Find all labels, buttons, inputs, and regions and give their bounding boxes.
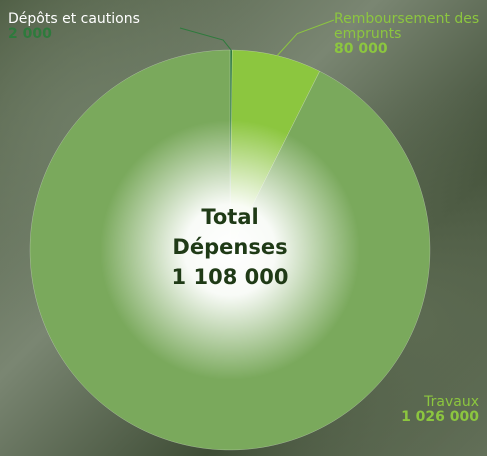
value-label: 1 026 000 [401, 410, 479, 425]
page: Dépôts et cautions 2 000 Remboursement d… [0, 0, 487, 456]
category-label: Dépôts et cautions [8, 11, 140, 27]
total-value: 1 108 000 [150, 262, 310, 292]
center-title: Total [150, 202, 310, 232]
center-label: Total Dépenses 1 108 000 [150, 202, 310, 292]
slice-label: Remboursement des emprunts 80 000 [334, 12, 484, 57]
category-label: Remboursement des emprunts [334, 11, 479, 42]
center-title: Dépenses [150, 232, 310, 262]
slice-label: Travaux 1 026 000 [401, 395, 479, 425]
category-label: Travaux [424, 394, 479, 410]
leader-line [180, 28, 231, 50]
value-label: 2 000 [8, 27, 140, 42]
slice-label: Dépôts et cautions 2 000 [8, 12, 140, 42]
value-label: 80 000 [334, 42, 484, 57]
leader-line [277, 20, 334, 56]
